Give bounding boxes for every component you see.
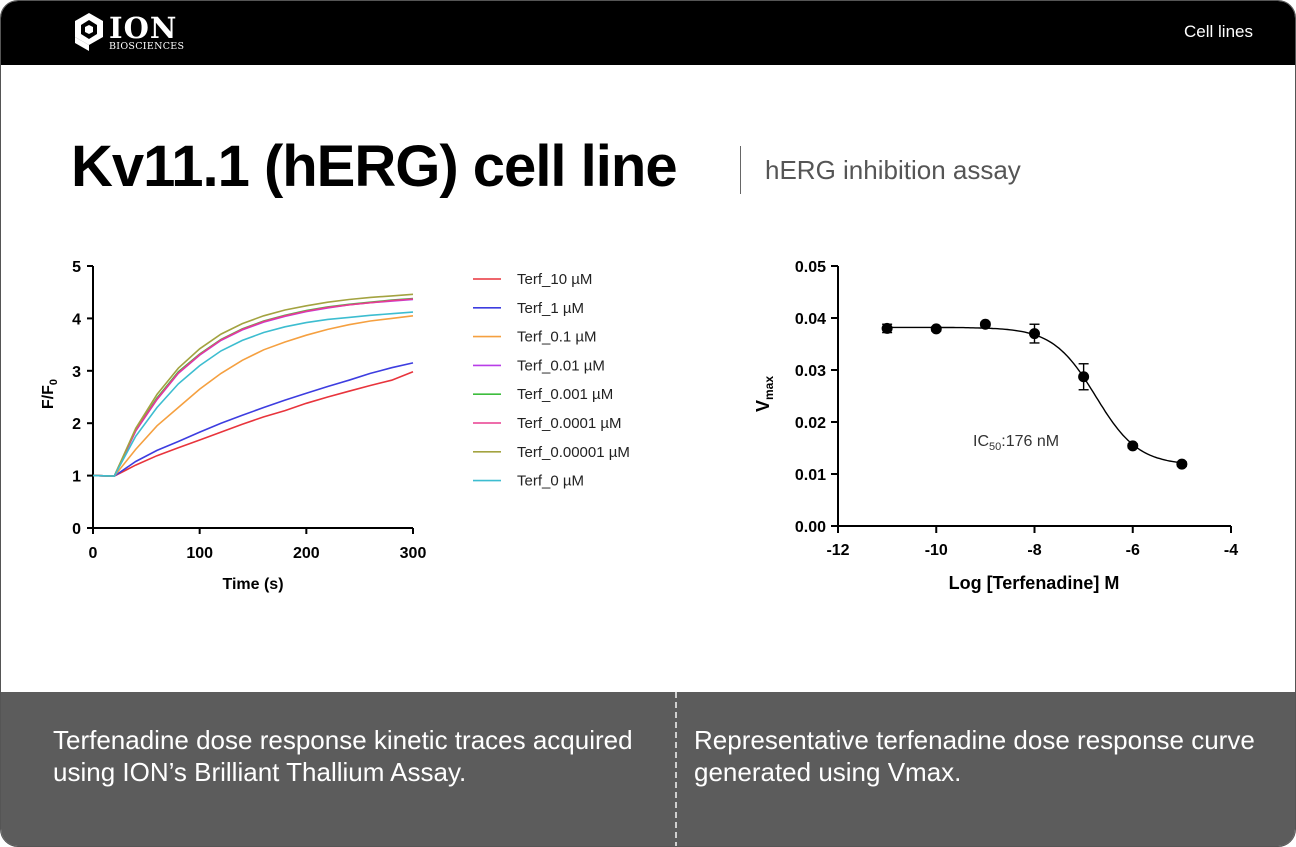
kinetic-series-line [92,315,414,477]
caption-divider [675,692,677,846]
legend-label: Terf_0.001 µM [517,386,613,403]
data-point [881,322,893,334]
caption-panel: Terfenadine dose response kinetic traces… [1,692,1295,846]
dose-x-tick-label: -4 [1224,542,1238,559]
title-divider [740,146,741,194]
kinetic-y-tick-label: 5 [72,259,81,276]
data-point [1127,440,1139,452]
kinetic-series-line [92,362,414,477]
legend-label: Terf_0 µM [517,473,584,490]
kinetic-y-tick-label: 2 [72,416,81,433]
kinetic-series-line [92,371,414,477]
kinetic-y-tick-label: 0 [72,521,81,538]
kinetic-x-tick-label: 200 [293,545,320,562]
data-point [1078,371,1090,383]
data-point [979,318,991,330]
kinetic-x-axis-label: Time (s) [222,576,283,593]
kinetic-series-line [92,293,414,477]
legend-label: Terf_0.01 µM [517,357,605,374]
caption-left: Terfenadine dose response kinetic traces… [53,725,633,787]
legend-label: Terf_0.00001 µM [517,444,630,461]
dose-y-tick-label: 0.01 [795,467,826,484]
kinetic-y-tick-label: 1 [72,469,81,486]
dose-y-tick-label: 0.03 [795,363,826,380]
caption-right: Representative terfenadine dose response… [694,725,1255,787]
dose-x-tick-label: -12 [826,542,849,559]
logo-mark-icon [75,13,103,51]
legend-label: Terf_0.0001 µM [517,415,622,432]
data-point [930,323,942,335]
kinetic-series-lines [92,293,414,477]
legend-label: Terf_1 µM [517,300,584,317]
dose-x-tick-label: -6 [1126,542,1140,559]
kinetic-x-tick-label: 300 [400,545,427,562]
dose-y-tick-label: 0.02 [795,415,826,432]
logo-wordmark: ION [109,11,178,45]
top-bar: ION BIOSCIENCES Cell lines [1,1,1295,65]
logo-subtext: BIOSCIENCES [109,41,185,52]
data-point [1176,458,1188,470]
kinetic-legend: Terf_10 µM Terf_1 µM Terf_0.1 µM Terf_0.01 … [473,271,630,490]
dose-x-tick-label: -8 [1027,542,1041,559]
dose-y-axis-label: Vmax [753,376,776,412]
dose-data-points [881,318,1188,470]
kinetic-x-tick-label: 100 [186,545,213,562]
dose-response-chart: 0.00 0.01 0.02 0.03 0.04 0.05 -12 -10 -8 -6 -4 IC5… [753,259,1238,593]
data-point [1029,328,1040,340]
page-title: Kv11.1 (hERG) cell line [71,134,678,199]
page-subtitle: hERG inhibition assay [765,155,1021,185]
dose-axes: 0.00 0.01 0.02 0.03 0.04 0.05 -12 -10 -8 -6 -4 [795,259,1238,559]
dose-y-tick-label: 0.05 [795,259,826,276]
dose-y-tick-label: 0.00 [795,519,826,536]
dose-x-tick-label: -10 [925,542,948,559]
legend-label: Terf_0.1 µM [517,329,597,346]
dose-x-axis-label: Log [Terfenadine] M [949,573,1120,593]
kinetic-series-line [92,311,414,477]
dose-y-tick-label: 0.04 [795,311,826,328]
kinetic-y-tick-label: 3 [72,364,81,381]
kinetic-y-tick-label: 4 [72,311,81,328]
ic50-annotation: IC50:176 nM [973,433,1059,453]
kinetic-y-axis-label: F/F0 [40,379,60,409]
kinetic-axes: 0 1 2 3 4 5 0 100 200 300 [72,259,426,562]
cell-lines-link[interactable]: Cell lines [1184,22,1253,41]
legend-label: Terf_10 µM [517,271,592,288]
kinetic-series-line [92,298,414,477]
kinetic-x-tick-label: 0 [89,545,98,562]
